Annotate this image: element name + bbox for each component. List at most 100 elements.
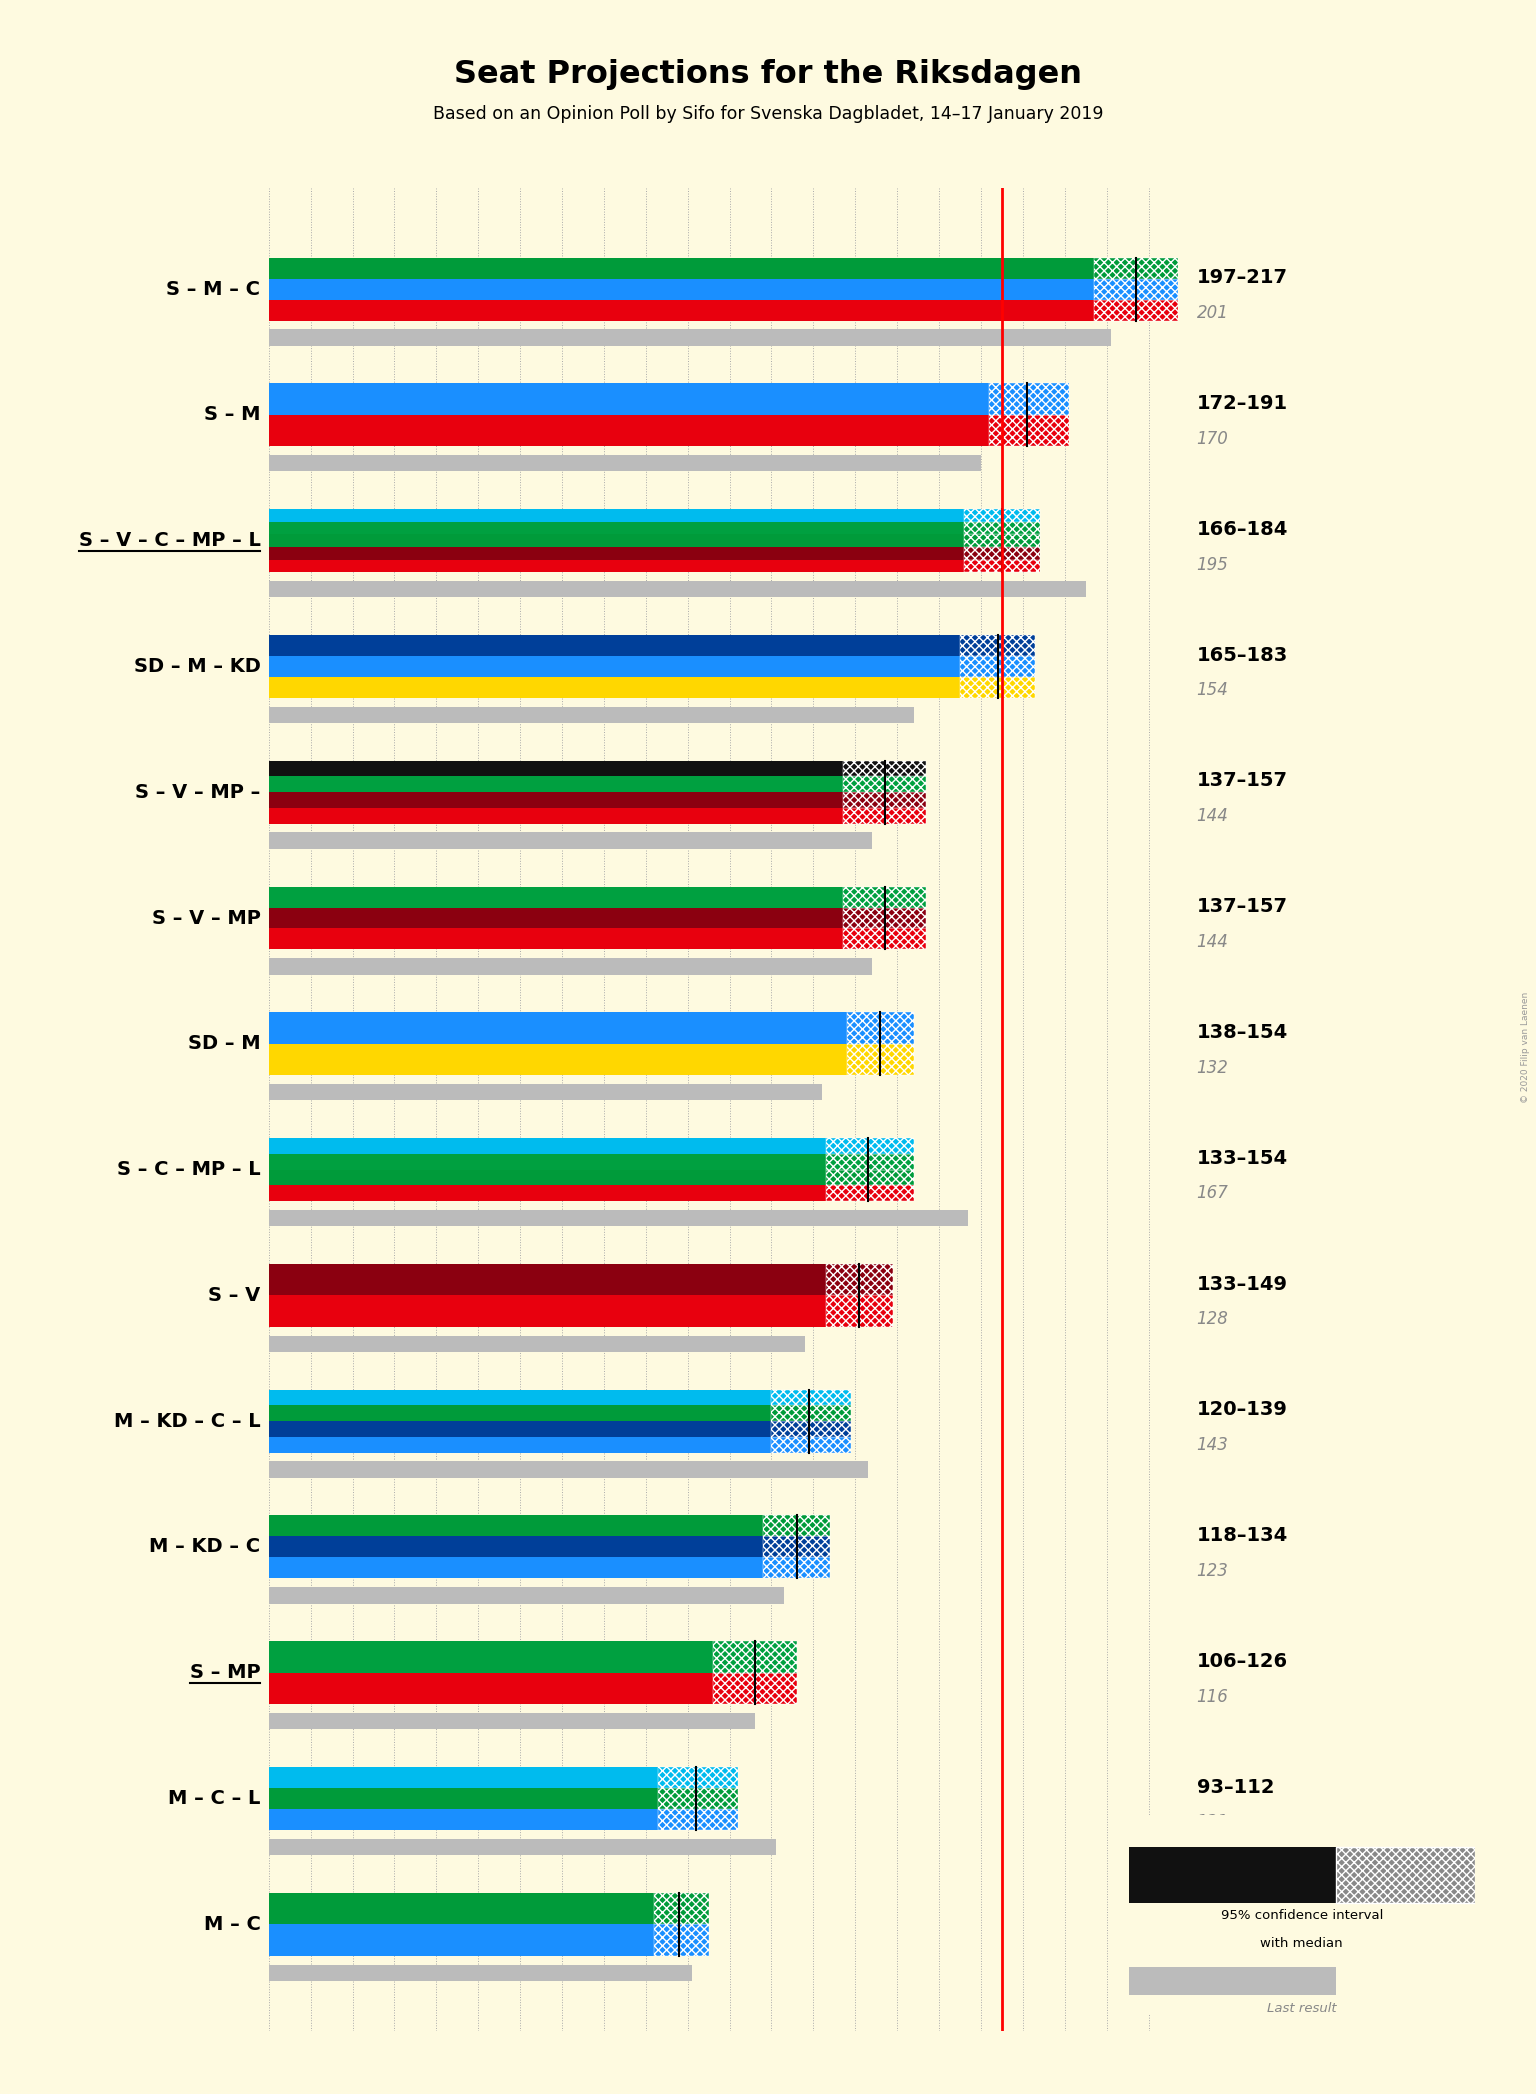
Bar <box>269 1265 826 1296</box>
Text: Seat Projections for the Riksdagen: Seat Projections for the Riksdagen <box>455 59 1081 90</box>
Text: S – V: S – V <box>209 1286 261 1305</box>
Text: S – C – MP – L: S – C – MP – L <box>117 1160 261 1179</box>
Bar <box>659 1788 737 1809</box>
Bar <box>654 1924 708 1956</box>
Text: 197–217: 197–217 <box>1197 268 1287 287</box>
Text: SD – M – KD: SD – M – KD <box>134 658 261 676</box>
Bar <box>771 1422 851 1436</box>
Bar <box>269 760 843 777</box>
Bar <box>771 1405 851 1422</box>
Bar <box>843 760 926 777</box>
Bar <box>269 521 965 534</box>
Text: 92–105: 92–105 <box>1197 1903 1273 1922</box>
Bar <box>269 1516 763 1537</box>
Text: 133–154: 133–154 <box>1197 1150 1287 1168</box>
Bar <box>965 559 1040 572</box>
Text: S – V – MP –: S – V – MP – <box>135 783 261 802</box>
Bar <box>843 886 926 907</box>
Bar <box>269 1154 826 1171</box>
Bar <box>269 1558 763 1579</box>
Bar <box>269 279 1094 299</box>
Bar <box>269 1171 826 1185</box>
Bar <box>269 1139 826 1154</box>
Bar <box>1336 1847 1475 1903</box>
Bar <box>763 1516 829 1537</box>
Bar <box>846 1011 914 1043</box>
Bar <box>269 509 965 521</box>
Bar <box>269 777 843 792</box>
Bar <box>960 676 1035 697</box>
Bar <box>269 258 1094 279</box>
Bar <box>826 1185 914 1202</box>
Text: 106–126: 106–126 <box>1197 1652 1287 1671</box>
Bar <box>1129 1847 1336 1903</box>
Bar <box>843 808 926 823</box>
Bar <box>763 1537 829 1558</box>
Bar <box>269 1587 783 1604</box>
Text: M – KD – C: M – KD – C <box>149 1537 261 1556</box>
Bar <box>826 1296 892 1328</box>
Text: M – KD – C – L: M – KD – C – L <box>114 1411 261 1430</box>
Bar <box>771 1436 851 1453</box>
Bar <box>713 1673 797 1705</box>
Bar <box>269 959 872 974</box>
Bar <box>269 634 960 655</box>
Text: 144: 144 <box>1197 934 1229 951</box>
Bar <box>843 792 926 808</box>
Bar <box>269 1713 754 1730</box>
Bar <box>269 534 965 547</box>
Text: S – V – MP: S – V – MP <box>152 909 261 928</box>
Bar <box>659 1809 737 1830</box>
Text: S – M – C: S – M – C <box>166 281 261 299</box>
Text: 143: 143 <box>1197 1436 1229 1453</box>
Bar <box>269 1043 846 1074</box>
Text: M – C – L: M – C – L <box>167 1788 261 1807</box>
Bar <box>269 792 843 808</box>
Bar <box>771 1390 851 1405</box>
Bar <box>960 634 1035 655</box>
Bar <box>989 415 1069 446</box>
Text: 123: 123 <box>1197 1562 1229 1579</box>
Text: 144: 144 <box>1197 806 1229 825</box>
Text: 116: 116 <box>1197 1688 1229 1707</box>
Text: 101: 101 <box>1197 1939 1229 1958</box>
Bar <box>269 383 989 415</box>
Text: Last result: Last result <box>1267 2002 1336 2014</box>
Bar <box>826 1171 914 1185</box>
Bar <box>269 415 989 446</box>
Bar <box>269 655 960 676</box>
Text: 95% confidence interval: 95% confidence interval <box>1221 1910 1382 1922</box>
Text: 166–184: 166–184 <box>1197 519 1289 538</box>
Bar <box>654 1893 708 1924</box>
Bar <box>843 928 926 949</box>
Bar <box>269 907 843 928</box>
Bar <box>826 1154 914 1171</box>
Text: 121: 121 <box>1197 1813 1229 1832</box>
Bar <box>269 1673 713 1705</box>
Bar <box>269 547 965 559</box>
Text: S – M: S – M <box>204 406 261 425</box>
Bar <box>1094 299 1178 320</box>
Bar <box>1129 1966 1336 1993</box>
Text: 137–157: 137–157 <box>1197 896 1287 917</box>
Bar <box>269 833 872 848</box>
Bar <box>269 1422 771 1436</box>
Bar <box>269 1436 771 1453</box>
Bar <box>269 1642 713 1673</box>
Bar <box>965 521 1040 534</box>
Bar <box>763 1558 829 1579</box>
Bar <box>965 547 1040 559</box>
Text: 93–112: 93–112 <box>1197 1778 1275 1797</box>
Text: 170: 170 <box>1197 429 1229 448</box>
Bar <box>713 1642 797 1673</box>
Bar <box>269 1390 771 1405</box>
Text: with median: with median <box>1261 1937 1342 1950</box>
Bar <box>846 1043 914 1074</box>
Bar <box>269 1893 654 1924</box>
Bar <box>269 1767 659 1788</box>
Bar <box>269 1809 659 1830</box>
Bar <box>965 509 1040 521</box>
Bar <box>269 676 960 697</box>
Text: 138–154: 138–154 <box>1197 1024 1287 1043</box>
Bar <box>826 1139 914 1154</box>
